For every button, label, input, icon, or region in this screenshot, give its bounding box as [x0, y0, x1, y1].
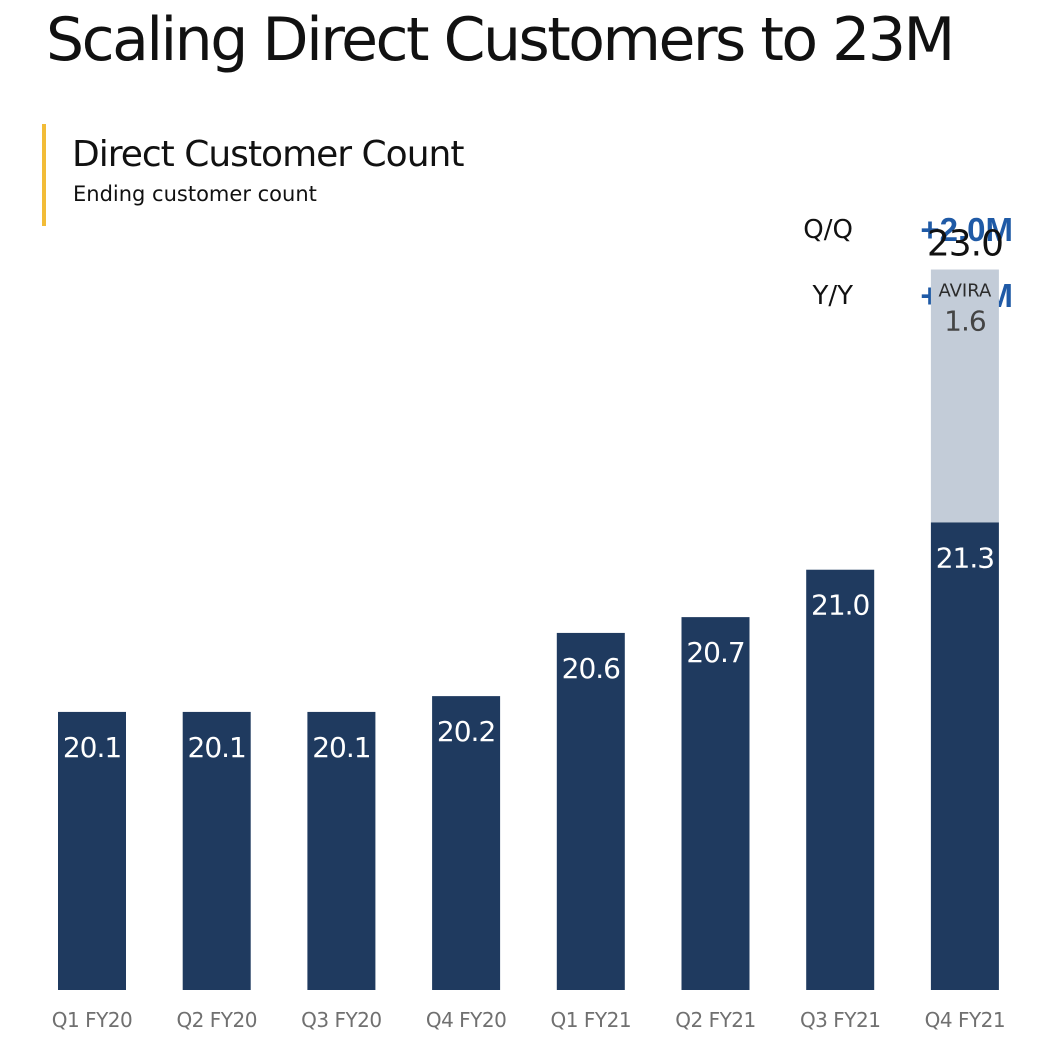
x-axis-tick-label: Q3 FY20	[301, 1008, 382, 1032]
x-axis-tick-label: Q2 FY20	[176, 1008, 257, 1032]
bar-value-label: 20.1	[63, 731, 121, 764]
bar	[806, 569, 875, 990]
chart-title-accent-bar	[42, 124, 46, 226]
bar	[556, 632, 625, 990]
bar-value-label: 20.6	[562, 652, 621, 685]
stacked-segment-name-label: AVIRA	[938, 281, 992, 302]
bar	[58, 711, 126, 990]
bar-value-label: 21.3	[936, 541, 994, 574]
yy-growth-label: Y/Y	[812, 281, 853, 311]
bar	[182, 711, 251, 990]
qq-growth-label: Q/Q	[803, 215, 853, 245]
bar-value-label: 21.0	[811, 589, 869, 622]
bar	[930, 522, 999, 990]
x-axis-tick-label: Q2 FY21	[675, 1008, 756, 1032]
bar	[307, 711, 376, 990]
x-axis-tick-label: Q3 FY21	[800, 1008, 881, 1032]
x-axis-tick-label: Q1 FY20	[52, 1008, 133, 1032]
chart-title: Direct Customer Count	[72, 134, 464, 175]
stacked-segment	[930, 269, 999, 523]
page-title: Scaling Direct Customers to 23M	[46, 5, 955, 75]
bar	[432, 696, 501, 990]
bar-value-label: 20.7	[686, 636, 744, 669]
bar-value-label: 20.2	[437, 715, 495, 748]
bar	[681, 617, 750, 990]
stacked-segment-value-label: 1.6	[944, 305, 986, 338]
x-axis-tick-label: Q4 FY21	[925, 1008, 1006, 1032]
x-axis-tick-label: Q1 FY21	[551, 1008, 632, 1032]
bar-total-label: 23.0	[927, 224, 1003, 265]
bar-value-label: 20.1	[188, 731, 246, 764]
chart-subtitle: Ending customer count	[73, 182, 317, 206]
qq-growth-value: +2.0M	[920, 211, 1013, 248]
bar-value-label: 20.1	[312, 731, 370, 764]
x-axis-tick-label: Q4 FY20	[426, 1008, 507, 1032]
